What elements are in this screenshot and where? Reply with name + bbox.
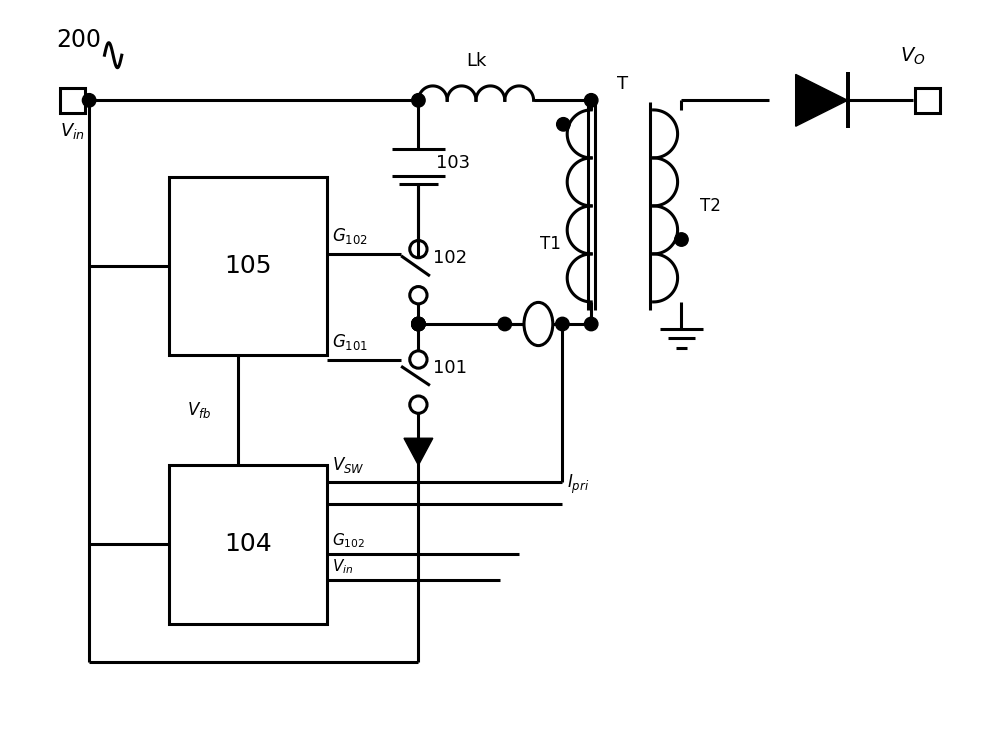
Text: T: T (617, 74, 628, 93)
Text: $V_{SW}$: $V_{SW}$ (332, 455, 365, 475)
Text: $V_{in}$: $V_{in}$ (332, 557, 353, 576)
Text: Lk: Lk (466, 51, 486, 70)
Circle shape (412, 94, 425, 107)
Text: 104: 104 (224, 532, 272, 557)
Text: $V_O$: $V_O$ (900, 45, 926, 67)
Polygon shape (404, 438, 433, 465)
Text: 101: 101 (433, 359, 467, 376)
Text: T2: T2 (700, 197, 721, 215)
Text: $V_{in}$: $V_{in}$ (60, 121, 85, 141)
Circle shape (584, 94, 598, 107)
Circle shape (412, 317, 425, 331)
Circle shape (412, 317, 425, 331)
Circle shape (556, 317, 569, 331)
Text: $G_{101}$: $G_{101}$ (332, 332, 368, 352)
Bar (915, 88, 940, 113)
Text: $I_{pri}$: $I_{pri}$ (567, 472, 589, 496)
Bar (169, 465, 327, 623)
Ellipse shape (524, 302, 553, 346)
Circle shape (412, 317, 425, 331)
Text: T1: T1 (540, 235, 561, 253)
Circle shape (675, 233, 688, 246)
Text: 200: 200 (56, 28, 101, 52)
Text: $G_{102}$: $G_{102}$ (332, 226, 368, 246)
Circle shape (412, 317, 425, 331)
Circle shape (584, 317, 598, 331)
Circle shape (498, 317, 512, 331)
Circle shape (557, 118, 570, 131)
Text: 105: 105 (224, 254, 272, 278)
Bar (169, 177, 327, 355)
Text: 102: 102 (433, 248, 467, 267)
Text: $V_{fb}$: $V_{fb}$ (187, 400, 212, 420)
Text: 103: 103 (436, 154, 470, 172)
Polygon shape (796, 74, 848, 126)
Text: $G_{102}$: $G_{102}$ (332, 531, 365, 550)
Bar (60, 88, 85, 113)
Circle shape (82, 94, 96, 107)
